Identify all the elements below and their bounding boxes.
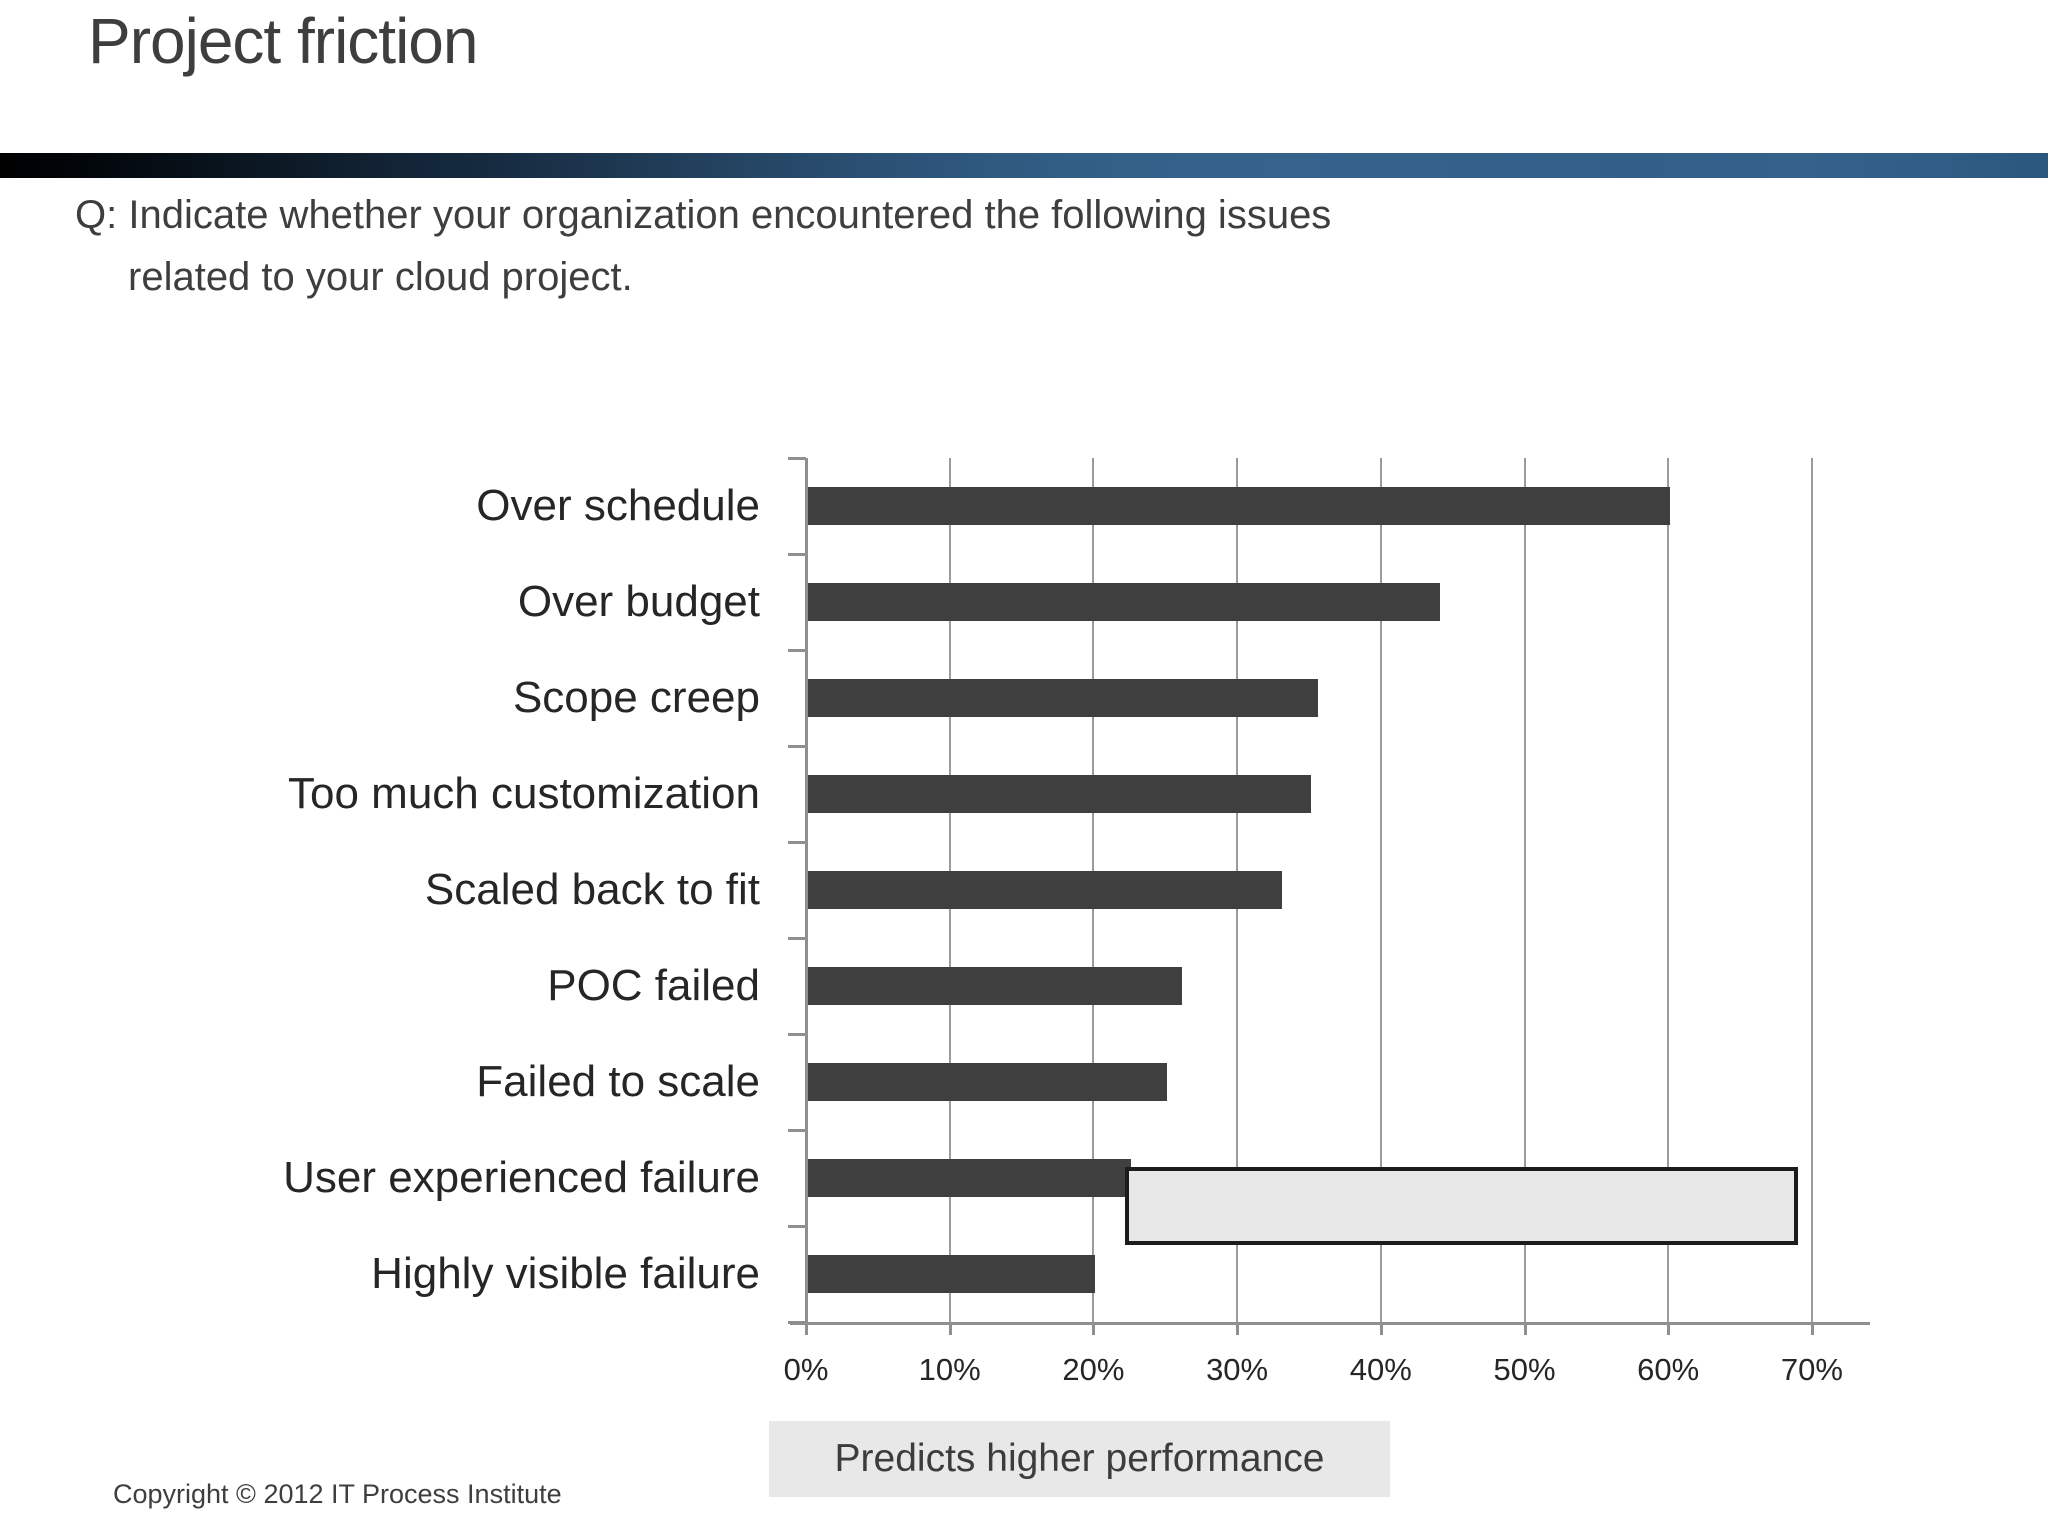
x-axis-tick-70pct	[1810, 1322, 1814, 1335]
x-axis-tick-60pct	[1667, 1322, 1671, 1335]
y-axis-tick-0	[788, 457, 806, 460]
x-tick-label-20pct: 20%	[1062, 1352, 1125, 1387]
category-label-poc-failed: POC failed	[547, 961, 760, 1010]
category-label-failed-to-scale: Failed to scale	[476, 1057, 760, 1106]
highlight-box	[1125, 1167, 1798, 1245]
y-axis-tick-6	[788, 1033, 806, 1036]
y-axis-line	[805, 458, 808, 1335]
x-axis-tick-40pct	[1379, 1322, 1383, 1335]
question-line-2: related to your cloud project.	[128, 255, 633, 299]
category-label-highly-visible-failure: Highly visible failure	[371, 1249, 760, 1298]
question-line-1: Q: Indicate whether your organization en…	[75, 193, 1332, 237]
x-tick-label-40pct: 40%	[1349, 1352, 1412, 1387]
y-axis-tick-2	[788, 649, 806, 652]
y-axis-tick-1	[788, 553, 806, 556]
bar-over-schedule	[808, 487, 1670, 525]
category-label-user-experienced-failure: User experienced failure	[283, 1153, 760, 1202]
category-label-scope-creep: Scope creep	[512, 673, 760, 722]
x-tick-label-50pct: 50%	[1493, 1352, 1556, 1387]
page-title: Project friction	[88, 5, 478, 77]
x-axis-tick-50pct	[1523, 1322, 1527, 1335]
y-axis-tick-7	[788, 1129, 806, 1132]
category-label-over-schedule: Over schedule	[476, 481, 760, 530]
x-tick-label-10pct: 10%	[918, 1352, 981, 1387]
bar-scaled-back-to-fit	[808, 871, 1282, 909]
x-tick-label-0pct: 0%	[783, 1352, 829, 1387]
category-label-scaled-back-to-fit: Scaled back to fit	[424, 865, 760, 914]
x-axis-line	[790, 1322, 1870, 1325]
x-tick-label-30pct: 30%	[1206, 1352, 1269, 1387]
y-axis-tick-3	[788, 745, 806, 748]
bar-failed-to-scale	[808, 1063, 1167, 1101]
bar-over-budget	[808, 583, 1440, 621]
bar-poc-failed	[808, 967, 1182, 1005]
copyright-text: Copyright © 2012 IT Process Institute	[113, 1479, 562, 1509]
title-divider-bar	[0, 153, 2048, 178]
y-axis-tick-8	[788, 1225, 806, 1228]
legend-predicts-higher-performance: Predicts higher performance	[769, 1421, 1390, 1497]
bar-scope-creep	[808, 679, 1318, 717]
gridline-60pct	[1667, 458, 1670, 1322]
y-axis-tick-5	[788, 937, 806, 940]
gridline-40pct	[1379, 458, 1382, 1322]
bar-highly-visible-failure	[808, 1255, 1095, 1293]
x-axis-tick-20pct	[1092, 1322, 1096, 1335]
bar-too-much-customization	[808, 775, 1311, 813]
x-tick-label-60pct: 60%	[1637, 1352, 1700, 1387]
y-axis-tick-4	[788, 841, 806, 844]
x-axis-tick-30pct	[1236, 1322, 1240, 1335]
category-label-over-budget: Over budget	[517, 577, 760, 626]
gridline-70pct	[1810, 458, 1813, 1322]
x-tick-label-70pct: 70%	[1780, 1352, 1843, 1387]
x-axis-tick-10pct	[948, 1322, 952, 1335]
gridline-50pct	[1523, 458, 1526, 1322]
category-label-too-much-customization: Too much customization	[288, 769, 760, 818]
bar-user-experienced-failure	[808, 1159, 1131, 1197]
legend-label: Predicts higher performance	[834, 1437, 1325, 1480]
question-text: Q: Indicate whether your organization en…	[75, 184, 1331, 308]
